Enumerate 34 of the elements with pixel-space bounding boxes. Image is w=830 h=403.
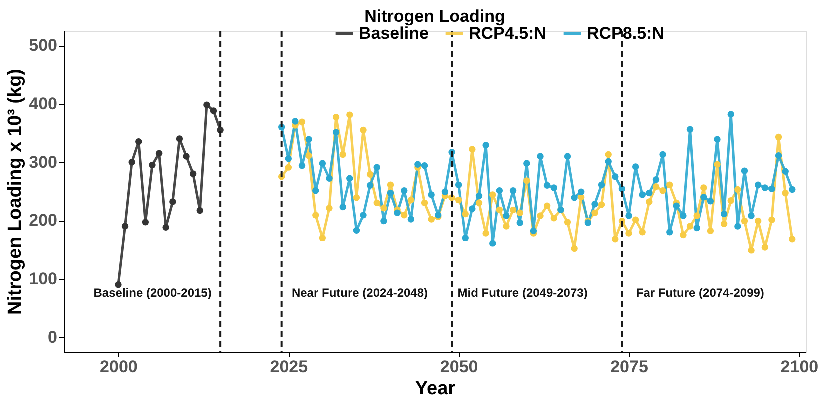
point	[156, 150, 163, 157]
point	[136, 138, 142, 146]
point	[122, 223, 129, 230]
point	[176, 136, 184, 142]
annotation: Far Future (2074-2099)	[636, 286, 764, 300]
point	[204, 102, 210, 108]
point	[170, 198, 176, 206]
point	[149, 162, 156, 169]
legend-label: RCP8.5:N	[587, 24, 664, 43]
annotation: Baseline (2000-2015)	[94, 286, 212, 300]
annotation: Mid Future (2049-2073)	[458, 286, 588, 300]
point	[183, 153, 190, 160]
annotation: Near Future (2024-2048)	[292, 286, 428, 300]
point	[142, 219, 150, 226]
point	[128, 158, 136, 166]
point	[210, 108, 218, 114]
y-axis-title: Nitrogen Loading x 10³ (kg)	[5, 69, 26, 315]
x-axis-title: Year	[415, 378, 456, 400]
point	[115, 282, 122, 288]
x-tick-label: 2075	[610, 358, 648, 376]
y-tick-label: 200	[29, 211, 58, 230]
y-tick-label: 100	[29, 270, 58, 289]
point	[162, 224, 170, 232]
y-tick-label: 300	[29, 152, 58, 172]
x-tick-label: 2100	[780, 358, 819, 376]
y-tick-label: 400	[29, 94, 58, 114]
x-tick-label: 2025	[270, 358, 308, 376]
chart-title: Nitrogen Loading	[364, 7, 506, 26]
y-tick-label: 0	[48, 328, 58, 347]
x-tick-label: 2000	[100, 358, 138, 376]
point	[190, 170, 197, 178]
y-tick-label: 500	[29, 36, 58, 56]
x-tick-label: 2050	[440, 358, 478, 376]
point	[196, 207, 204, 214]
